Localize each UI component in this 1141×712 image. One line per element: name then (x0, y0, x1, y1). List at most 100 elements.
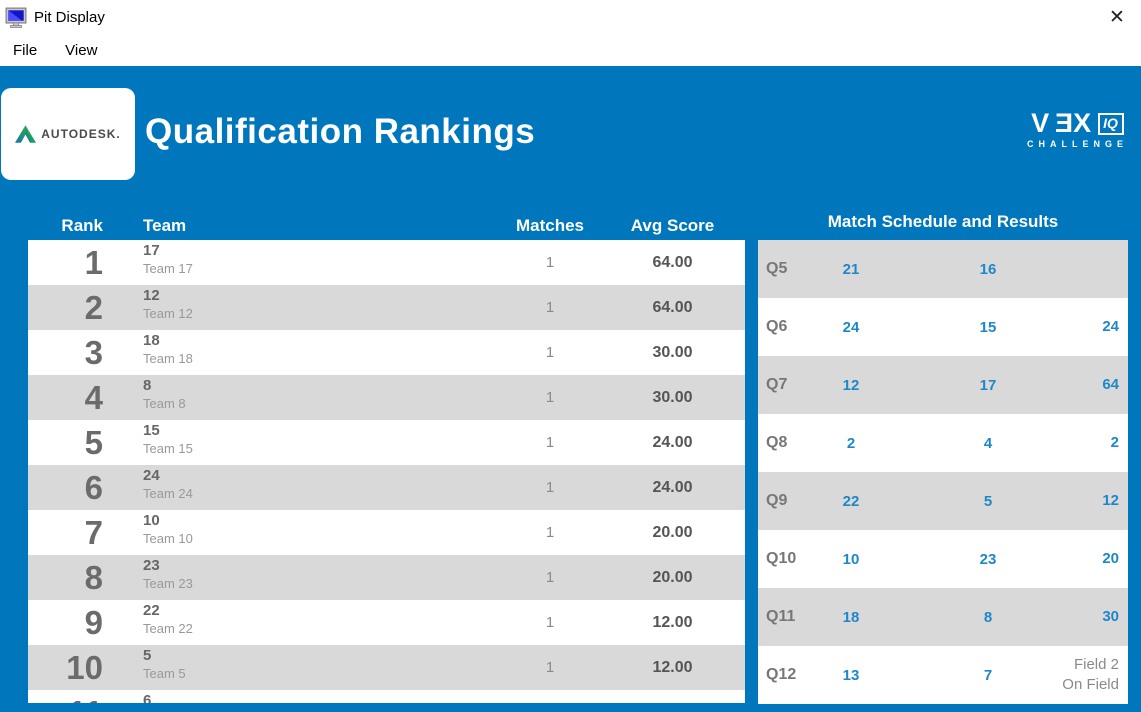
avg-score-value: 64.00 (652, 253, 693, 271)
match-label: Q7 (766, 376, 788, 393)
matches-value: 1 (545, 569, 555, 586)
team-cell: 24 Team 24 (103, 465, 500, 502)
match-team2: 8 (983, 608, 993, 626)
avg-score-value: 20.00 (652, 568, 693, 586)
schedule-row: Q7 12 17 64 (758, 356, 1128, 414)
matches-value: 1 (545, 524, 555, 541)
match-status-note: On Field (1062, 676, 1119, 693)
matches-value: 1 (545, 614, 555, 631)
team-cell: 23 Team 23 (103, 555, 500, 592)
team-cell: 22 Team 22 (103, 600, 500, 637)
team-name: Team 15 (143, 441, 193, 456)
match-label: Q12 (766, 666, 797, 683)
match-team1: 12 (842, 376, 860, 394)
match-score: 2 (1110, 434, 1119, 451)
menu-file[interactable]: File (13, 42, 38, 59)
schedule-table: Q5 21 16 Q6 24 15 24 Q7 12 17 64 Q8 2 4 (758, 240, 1128, 712)
match-label: Q6 (766, 318, 788, 335)
ranking-row: 10 5 Team 5 1 12.00 (28, 645, 745, 690)
team-name: Team 12 (143, 306, 193, 321)
match-team1: 10 (842, 550, 860, 568)
team-column-header: Team (143, 216, 187, 235)
match-team1: 13 (842, 666, 860, 684)
autodesk-wordmark: AUTODESK. (41, 127, 121, 141)
rank-value: 5 (84, 424, 103, 461)
match-team1: 18 (842, 608, 860, 626)
match-team2: 7 (983, 666, 993, 684)
schedule-row: Q10 10 23 20 (758, 530, 1128, 588)
ranking-row: 5 15 Team 15 1 24.00 (28, 420, 745, 465)
schedule-row: Q12 13 7 Field 2 On Field (758, 646, 1128, 704)
match-team2: 5 (983, 492, 993, 510)
match-team1: 2 (846, 434, 856, 452)
team-cell: 6 Team 6 (103, 690, 500, 703)
matches-column-header: Matches (515, 216, 585, 235)
avg-score-value: 24.00 (652, 433, 693, 451)
ranking-row: 7 10 Team 10 1 20.00 (28, 510, 745, 555)
avg-score-value: 64.00 (652, 298, 693, 316)
rankings-table: 1 17 Team 17 1 64.00 2 12 Team 12 1 64.0… (28, 240, 745, 703)
rank-value: 4 (84, 379, 103, 416)
match-team2: 23 (979, 550, 997, 568)
team-number: 17 (143, 242, 160, 259)
team-number: 10 (143, 512, 160, 529)
match-field-note: Field 2 (1073, 656, 1119, 673)
avg-score-value: 12.00 (652, 658, 693, 676)
match-label: Q10 (766, 550, 797, 567)
team-name: Team 22 (143, 621, 193, 636)
autodesk-a-icon (15, 125, 37, 143)
team-number: 6 (143, 692, 152, 703)
team-name: Team 18 (143, 351, 193, 366)
rank-value: 2 (84, 289, 103, 326)
rank-value: 6 (84, 469, 103, 506)
close-button[interactable]: ✕ (1109, 6, 1125, 28)
match-team2: 4 (983, 434, 993, 452)
title-bar[interactable]: Pit Display ✕ (0, 0, 1141, 35)
ranking-row: 11 6 Team 6 1 5.00 (28, 690, 745, 703)
vex-wordmark: VEX (1031, 108, 1095, 138)
match-label: Q9 (766, 492, 788, 509)
autodesk-logo-card: AUTODESK. (1, 88, 135, 180)
main-content: AUTODESK. Qualification Rankings VEX IQ … (0, 66, 1141, 712)
match-score-cell: 12 (1028, 492, 1128, 510)
rank-value: 3 (84, 334, 103, 371)
avg-score-value: 30.00 (652, 388, 693, 406)
ranking-row: 4 8 Team 8 1 30.00 (28, 375, 745, 420)
match-team1: 24 (842, 318, 860, 336)
match-score: 64 (1102, 376, 1119, 393)
ranking-row: 6 24 Team 24 1 24.00 (28, 465, 745, 510)
ranking-row: 9 22 Team 22 1 12.00 (28, 600, 745, 645)
matches-value: 1 (545, 479, 555, 496)
vex-challenge-label: CHALLENGE (1027, 139, 1128, 149)
schedule-row: Q9 22 5 12 (758, 472, 1128, 530)
team-number: 15 (143, 422, 160, 439)
window-title: Pit Display (34, 9, 105, 26)
matches-value: 1 (545, 344, 555, 361)
vex-iq-challenge-logo: VEX IQ CHALLENGE (1027, 108, 1128, 149)
ranking-row: 2 12 Team 12 1 64.00 (28, 285, 745, 330)
match-label: Q5 (766, 260, 788, 277)
matches-value: 1 (545, 659, 555, 676)
match-score-cell: Field 2 On Field (1028, 655, 1128, 695)
team-number: 18 (143, 332, 160, 349)
menu-view[interactable]: View (65, 42, 98, 59)
vex-iq-badge: IQ (1098, 112, 1124, 135)
match-team2: 17 (979, 376, 997, 394)
rank-value: 1 (84, 244, 103, 281)
avg-score-value: 20.00 (652, 523, 693, 541)
match-team1: 21 (842, 260, 860, 278)
rank-column-header: Rank (61, 216, 103, 235)
rankings-header-row: Rank Team Matches Avg Score (28, 212, 745, 240)
team-cell: 18 Team 18 (103, 330, 500, 367)
schedule-row: Q11 18 8 30 (758, 588, 1128, 646)
match-team2: 15 (979, 318, 997, 336)
team-cell: 17 Team 17 (103, 240, 500, 277)
avg-score-value: 30.00 (652, 343, 693, 361)
team-cell: 5 Team 5 (103, 645, 500, 682)
schedule-row: Q8 2 4 2 (758, 414, 1128, 472)
team-number: 22 (143, 602, 160, 619)
team-number: 5 (143, 647, 152, 664)
avg-score-value: 12.00 (652, 613, 693, 631)
match-score-cell: 30 (1028, 608, 1128, 626)
match-label: Q11 (766, 608, 796, 625)
